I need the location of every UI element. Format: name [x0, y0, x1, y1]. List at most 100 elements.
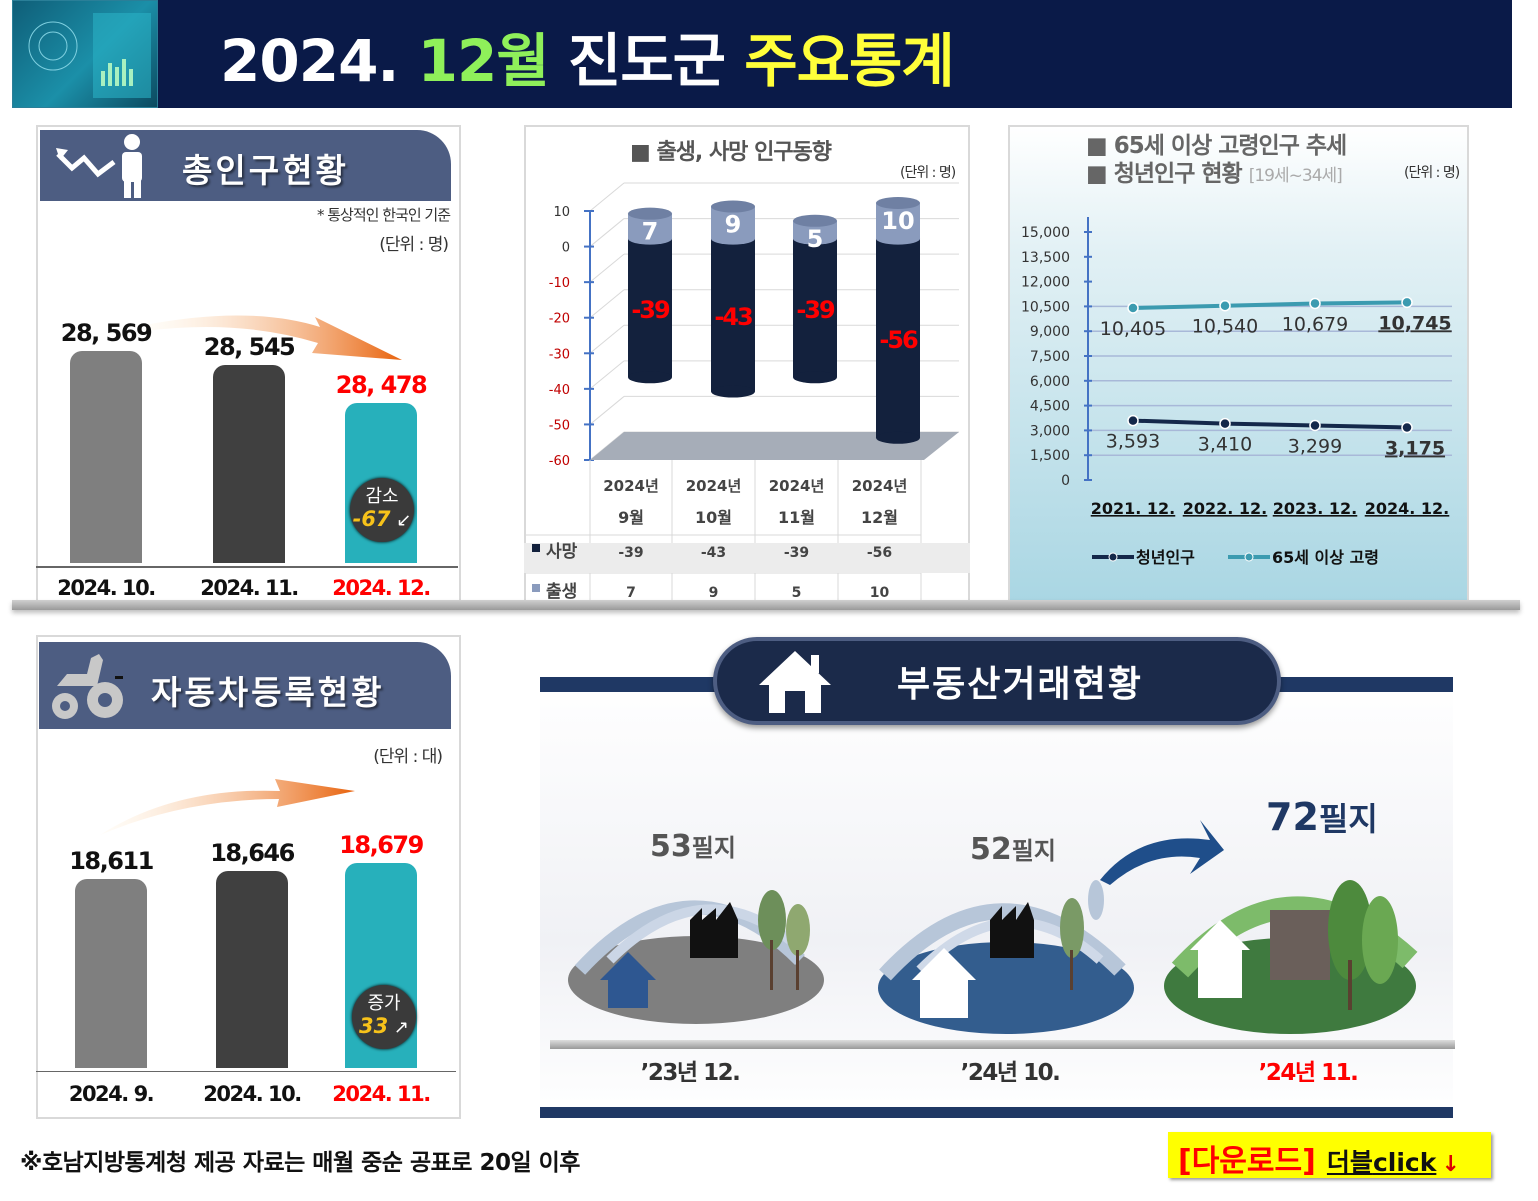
bar-value-label: 18,679: [339, 830, 424, 859]
data-label: 10,405: [1100, 318, 1166, 340]
birth-data-label: 9: [725, 211, 742, 239]
real-estate-period-2: ’24년 10.: [960, 1060, 1061, 1086]
death-bar-base: [876, 431, 920, 444]
data-point: [1127, 302, 1139, 314]
real-estate-shelf: [550, 1040, 1455, 1049]
grid-line-diag: [589, 324, 625, 354]
death-data-label: -43: [714, 303, 752, 331]
data-point: [1401, 421, 1413, 434]
land-illustrations: [568, 820, 1418, 1034]
shelf-divider: [12, 600, 1520, 610]
real-estate-value-3: 72필지: [1266, 795, 1378, 839]
download-button[interactable]: [다운로드] 더블click ↓: [1168, 1132, 1491, 1179]
y-tick-label: 15,000: [1021, 225, 1070, 241]
legend-label: 65세 이상 고령: [1272, 548, 1379, 567]
aging-title: ■ 65세 이상 고령인구 추세: [1086, 133, 1347, 159]
x-tick-label: 2024. 9.: [68, 1082, 155, 1106]
legend-marker: [1108, 552, 1118, 562]
presenter-chart-icon: [56, 134, 142, 198]
data-label: 3,410: [1198, 434, 1252, 456]
birth-data-label: 10: [881, 207, 914, 235]
x-category-month: 10월: [695, 508, 732, 527]
data-label: 3,593: [1106, 431, 1160, 453]
bar-value-label: 28, 545: [203, 332, 296, 361]
decrease-badge: 감소 -67 ↙: [350, 478, 414, 542]
y-tick-label: 0: [562, 241, 570, 256]
birth-bar-join: [793, 232, 837, 245]
data-point: [1127, 414, 1139, 427]
youth-title: ■ 청년인구 현황 [19세~34세]: [1086, 161, 1343, 187]
x-category-year: 2024년: [603, 477, 659, 495]
bar-value-label: 18,611: [69, 846, 154, 875]
data-point: [1401, 296, 1413, 309]
y-tick-label: -50: [549, 418, 570, 433]
birth-bar-top: [793, 214, 837, 227]
data-label: 10,679: [1282, 313, 1348, 335]
x-category-month: 12월: [861, 508, 898, 527]
birth-data-label: 5: [807, 225, 824, 253]
grid-line-diag: [589, 253, 625, 283]
y-tick-label: -60: [549, 454, 570, 469]
footer-note: ※호남지방통계청 제공 자료는 매월 중순 공표로 20일 이후: [20, 1150, 580, 1176]
vehicles-header: 자동차등록현황: [39, 642, 451, 729]
data-point: [1309, 297, 1321, 310]
population-unit: (단위 : 명): [379, 235, 449, 255]
grid-line-diag: [589, 289, 625, 319]
dashboard-thumbnail-image: [12, 0, 158, 108]
death-bar-base: [628, 371, 672, 384]
real-estate-bottom-bar: [540, 1107, 1453, 1118]
table-death-value: -39: [784, 545, 809, 561]
y-tick-label: 12,000: [1021, 275, 1070, 291]
legend-birth-label: 출생: [546, 582, 577, 602]
x-category-year: 2024년: [769, 477, 825, 495]
real-estate-period-3: ’24년 11.: [1258, 1060, 1359, 1086]
legend-birth-swatch: [532, 584, 540, 592]
y-tick-label: 4,500: [1030, 399, 1070, 415]
land-illustration-3: [1164, 880, 1418, 1034]
bar-2: [216, 870, 288, 1068]
birth-bar-join: [711, 232, 755, 245]
table-death-value: -56: [867, 545, 892, 561]
data-label: 10,540: [1192, 316, 1258, 338]
y-tick-label: 6,000: [1030, 374, 1070, 390]
bar-value-label: 18,646: [210, 838, 295, 867]
land-illustration-2: [878, 880, 1134, 1034]
series-line-2: [1132, 300, 1408, 310]
house-icon: [759, 651, 831, 713]
x-tick-label: 2021. 12.: [1091, 499, 1176, 518]
legend-death-swatch: [532, 544, 540, 552]
grid-line-diag: [589, 182, 625, 212]
bar-value-label: 28, 478: [335, 371, 428, 400]
y-tick-label: 13,500: [1021, 250, 1070, 266]
y-tick-label: 10: [553, 205, 570, 220]
death-bar-base: [793, 371, 837, 384]
table-birth-value: 10: [870, 585, 890, 601]
trend-arrow-up: [100, 779, 355, 835]
legend-death-label: 사망: [546, 542, 578, 562]
x-category-month: 9월: [618, 508, 644, 527]
y-tick-label: -40: [549, 383, 570, 398]
death-data-label: -39: [631, 296, 670, 324]
x-tick-label: 2024. 10.: [203, 1082, 302, 1106]
table-row-shade: [524, 543, 970, 573]
y-tick-label: -30: [549, 347, 570, 362]
death-bar: [876, 238, 920, 438]
real-estate-period-1: ’23년 12.: [640, 1060, 741, 1086]
grid-line-diag: [589, 360, 625, 390]
grid-line-diag: [589, 396, 625, 425]
birth-bar-top: [628, 207, 672, 220]
grid-line-diag: [589, 218, 625, 247]
population-title: 총인구현황: [182, 151, 349, 190]
x-tick-label: 2024. 10.: [57, 576, 156, 600]
tractor-icon: [52, 654, 123, 719]
population-header: 총인구현황: [40, 130, 451, 201]
death-bar: [711, 238, 755, 392]
population-note: * 통상적인 한국인 기준: [316, 206, 451, 224]
bar-2: [213, 364, 285, 563]
data-point: [1219, 417, 1231, 430]
real-estate-title: 부동산거래현황: [897, 664, 1143, 705]
data-point: [1219, 299, 1231, 312]
table-birth-value: 5: [792, 585, 802, 601]
y-tick-label: 0: [1061, 473, 1070, 489]
data-label: 3,299: [1288, 435, 1342, 457]
